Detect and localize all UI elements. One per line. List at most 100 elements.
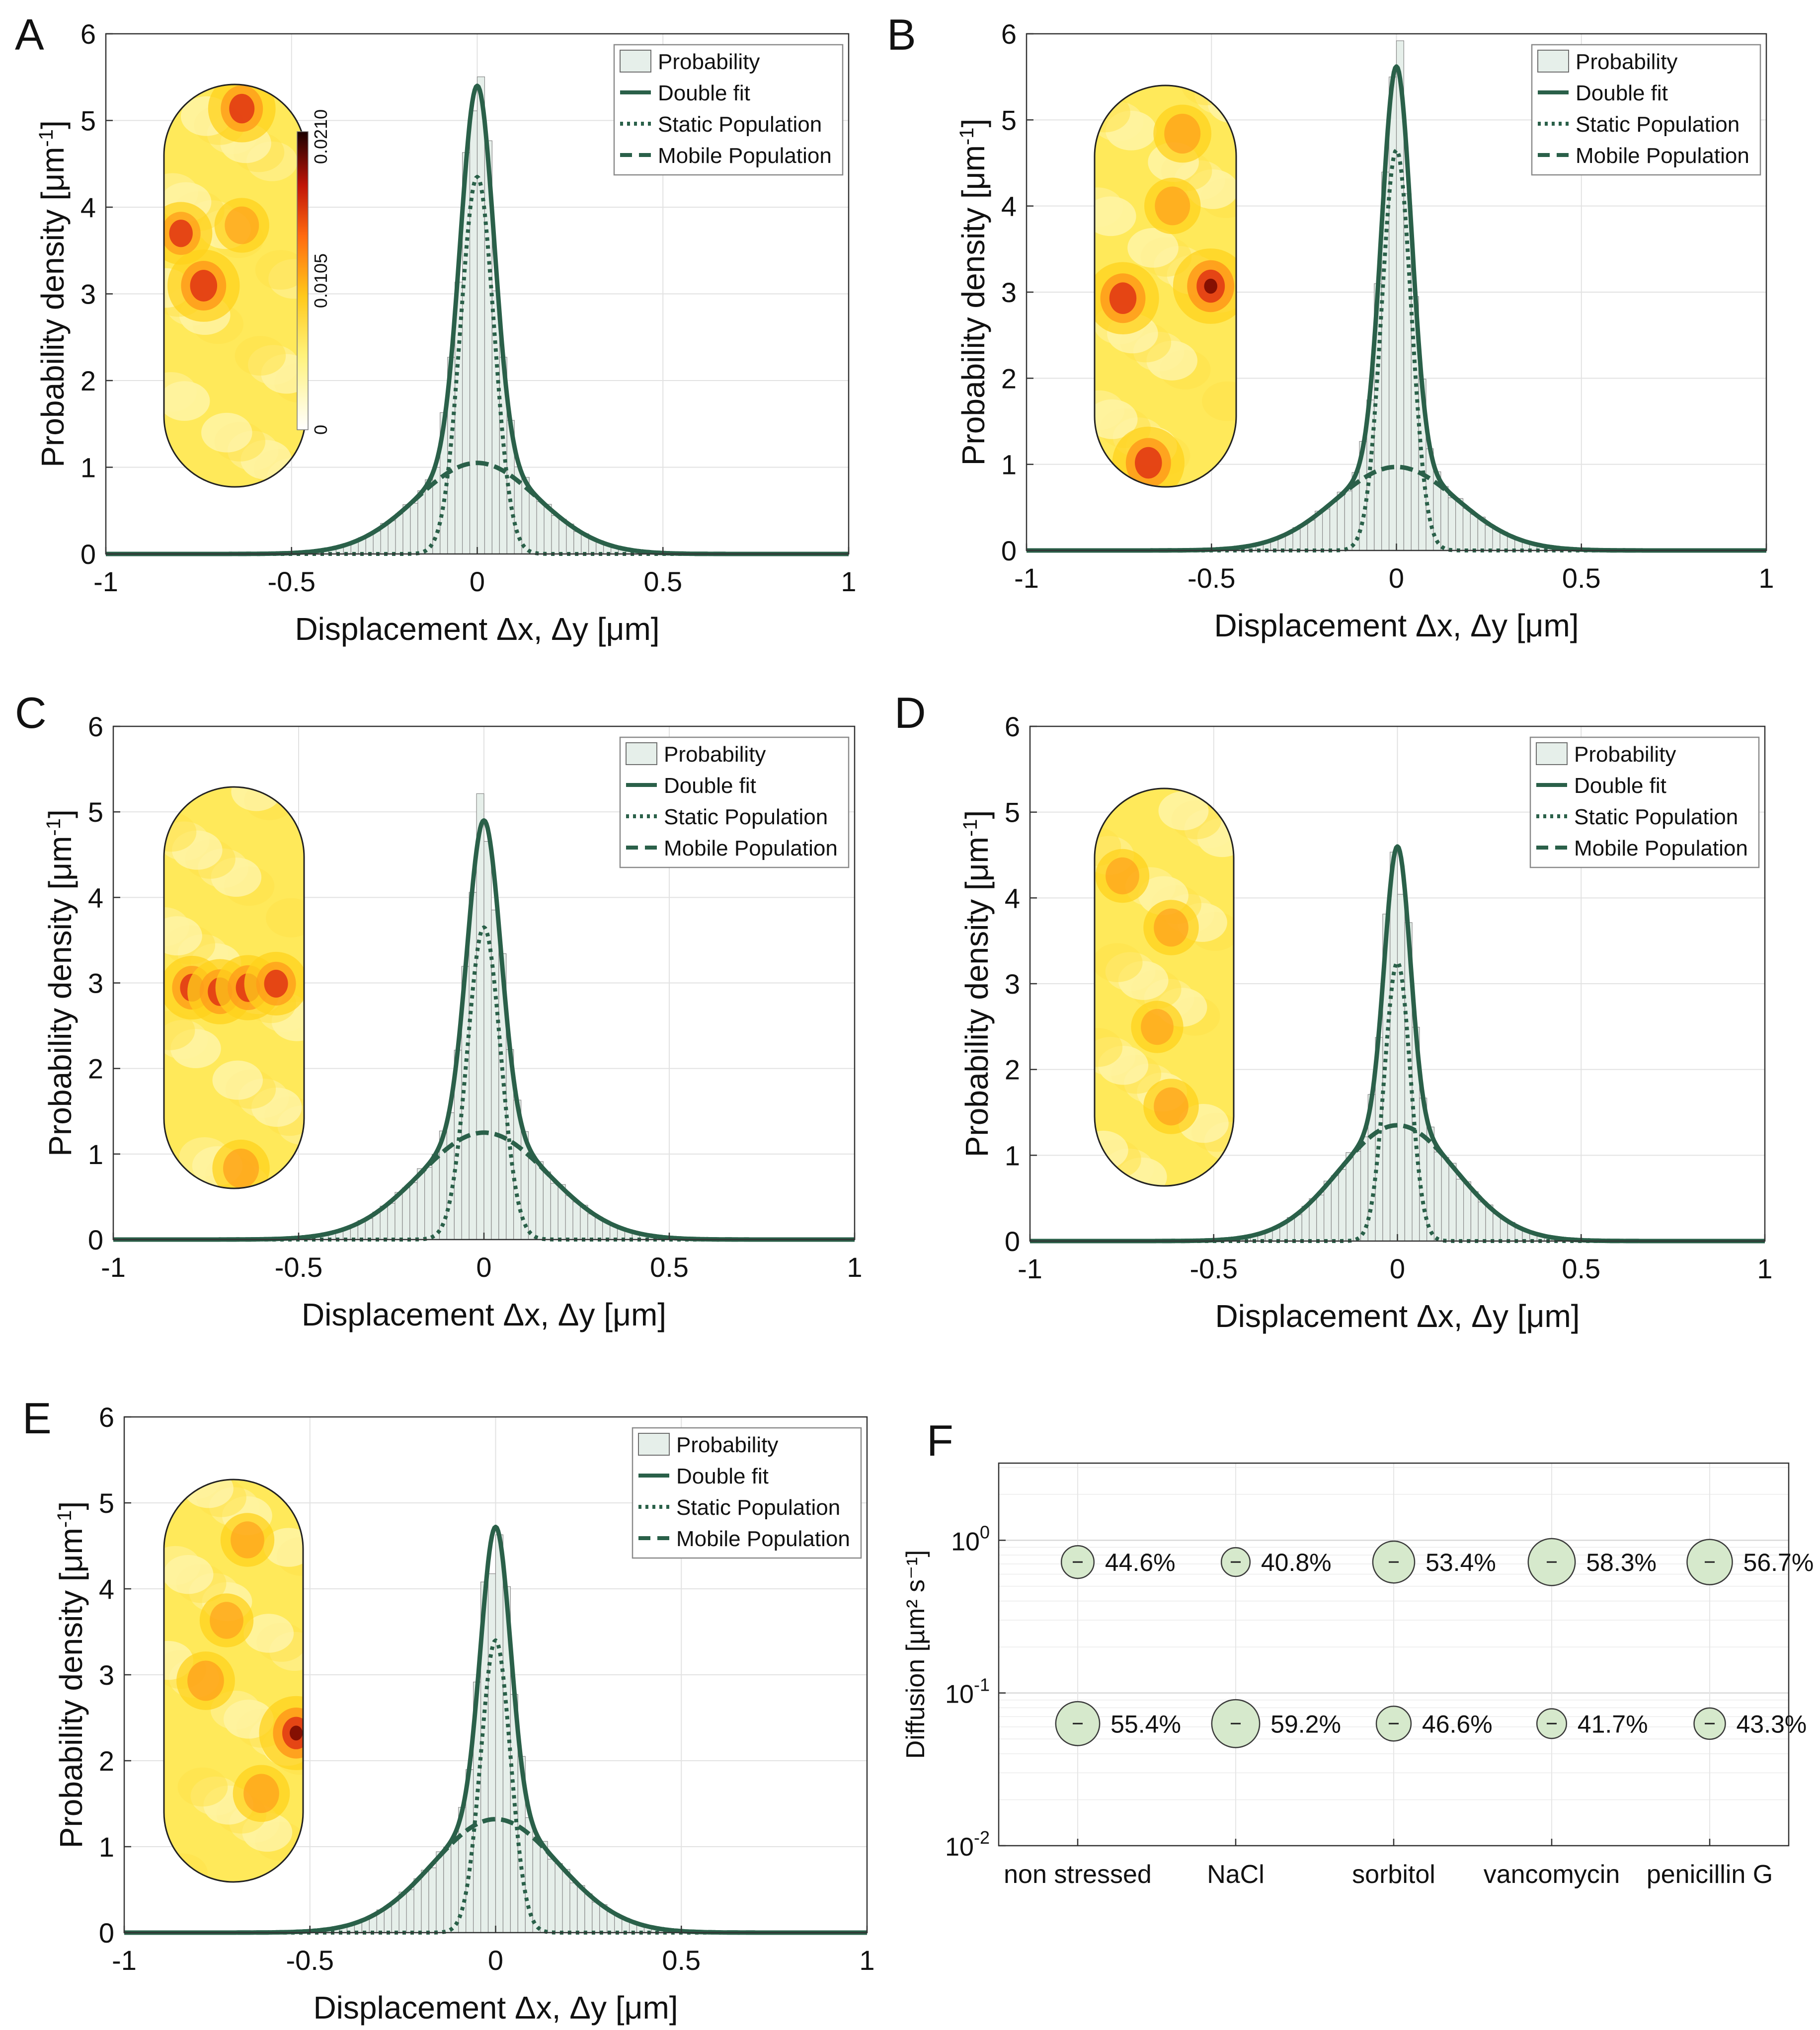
category-label: NaCl — [1207, 1860, 1265, 1889]
fraction-label: 43.3% — [1736, 1710, 1807, 1738]
y-tick-label: 4 — [88, 882, 103, 913]
histogram-bar — [476, 77, 485, 554]
x-tick-label: 0.5 — [662, 1945, 701, 1976]
histogram-bar — [436, 1851, 444, 1933]
y-axis-label-close: ] — [955, 119, 991, 128]
x-tick-label: -0.5 — [268, 566, 316, 597]
histogram-bar — [1338, 1169, 1346, 1242]
x-tick-label: -0.5 — [1187, 562, 1236, 594]
y-axis-label-main: Probability density [μm — [42, 836, 78, 1157]
fraction-label: 44.6% — [1105, 1549, 1176, 1576]
legend-entry: Double fit — [658, 81, 750, 105]
histogram-bar — [1448, 1163, 1457, 1242]
fraction-label: 59.2% — [1270, 1710, 1341, 1738]
y-tick-label: 4 — [1001, 191, 1017, 222]
panel-e: E -1 -0.5 0 0.5 1 0 1 2 3 4 5 6 Displacement Δx, Δy [… — [22, 1394, 875, 2026]
legend: Probability Double fit Static Population Mo… — [1531, 44, 1761, 176]
y-axis-label: Diffusion [µm² s⁻¹] — [901, 1550, 930, 1759]
legend-entry: Double fit — [664, 774, 756, 798]
histogram-bar — [1441, 1157, 1449, 1242]
legend-entry: Static Population — [658, 112, 822, 137]
x-axis-label: Displacement Δx, Δy [μm] — [1215, 1298, 1580, 1334]
y-axis-label-main: Probability density [μm — [955, 145, 991, 466]
y-tick-label: 6 — [80, 18, 96, 50]
y-tick-label: 0 — [80, 539, 96, 570]
legend-entry: Static Population — [664, 805, 828, 829]
y-tick-label: 3 — [88, 968, 103, 999]
hotspot-core — [190, 270, 218, 302]
y-tick-label: 3 — [80, 279, 96, 310]
y-tick-label: 0 — [88, 1224, 103, 1255]
cell-mottle — [255, 250, 306, 290]
y-axis-label-sup: -1 — [43, 818, 65, 836]
histogram-bar — [562, 1869, 570, 1933]
cell-mottle — [1095, 1028, 1123, 1067]
y-tick-base: 10 — [945, 1833, 974, 1862]
histogram-bar — [1345, 1152, 1354, 1242]
cell-mottle — [164, 372, 197, 412]
hotspot-mid — [210, 1602, 243, 1639]
y-axis-label-close: ] — [53, 1501, 89, 1510]
histogram-bar — [1456, 1178, 1464, 1242]
y-tick-label: 6 — [88, 711, 103, 742]
y-axis-label: Probability density [μm-1] — [35, 120, 71, 467]
legend-box — [619, 736, 850, 868]
y-axis-label-sup: -1 — [956, 128, 978, 146]
y-tick-label: 2 — [80, 365, 96, 396]
y-axis-label: Probability density [μm-1] — [959, 810, 995, 1157]
cell-heatmap — [1095, 788, 1234, 1186]
histogram-bar — [413, 1878, 422, 1933]
cell-mottle — [212, 1060, 263, 1100]
cell-outline — [163, 786, 305, 1189]
y-tick-label: 0 — [1001, 535, 1017, 566]
legend-entry: Mobile Population — [1574, 836, 1748, 860]
x-tick-label: 1 — [1758, 562, 1774, 594]
histogram-bar — [1433, 1152, 1442, 1242]
x-tick-label: 0 — [1389, 562, 1404, 594]
static-population-curve — [112, 925, 856, 1242]
x-tick-label: 1 — [841, 566, 856, 597]
histogram-bar — [446, 1112, 455, 1240]
histogram-bar — [1344, 490, 1352, 551]
y-tick-label: 2 — [1001, 363, 1017, 394]
y-tick-label: 2 — [88, 1053, 103, 1085]
cell-mottle — [1207, 85, 1236, 124]
y-tick-label: 2 — [99, 1745, 114, 1777]
y-axis-label-close: ] — [35, 120, 71, 129]
hotspot-peak — [289, 1725, 303, 1741]
legend-box — [1529, 736, 1760, 868]
hotspot-mid — [231, 1521, 264, 1559]
fraction-label: 46.6% — [1422, 1710, 1493, 1738]
histogram-bar — [584, 1893, 593, 1933]
y-axis-label-close: ] — [42, 809, 78, 818]
cell-mottle — [164, 84, 190, 104]
histogram-bar — [1331, 1175, 1339, 1242]
y-axis-label-main: Probability density [μm — [35, 147, 71, 468]
y-tick-exponent: -1 — [974, 1675, 990, 1695]
legend-entry: Static Population — [676, 1495, 840, 1520]
hotspot-core — [1109, 282, 1137, 314]
legend-key-probability — [638, 1433, 670, 1456]
histogram-bar — [550, 1183, 558, 1240]
y-axis-label-close: ] — [959, 810, 995, 819]
y-tick-label: 100 — [951, 1522, 990, 1556]
histogram-bar — [395, 513, 403, 554]
histogram-bar — [1485, 525, 1493, 551]
histogram-bar — [1403, 193, 1412, 551]
histogram-bar — [384, 1906, 392, 1933]
hotspot-core — [229, 93, 255, 124]
panel-b: B -1 -0.5 0 0.5 1 0 1 2 3 4 5 6 Displacement Δx, Δy [… — [887, 10, 1774, 643]
legend-entry: Double fit — [676, 1464, 769, 1488]
category-label: sorbitol — [1352, 1860, 1435, 1889]
y-tick-label: 3 — [1001, 277, 1017, 308]
x-axis-label: Displacement Δx, Δy [μm] — [313, 1990, 678, 2026]
y-tick-label: 6 — [99, 1402, 114, 1433]
histogram-bar — [425, 479, 433, 554]
histogram-bar — [495, 1534, 504, 1933]
colorbar-tick-label: 0.0210 — [311, 109, 331, 164]
histogram-bar — [443, 1847, 452, 1933]
y-tick-exponent: 0 — [980, 1522, 990, 1542]
cell-outline — [1094, 84, 1237, 488]
x-tick-label: -0.5 — [275, 1251, 323, 1283]
